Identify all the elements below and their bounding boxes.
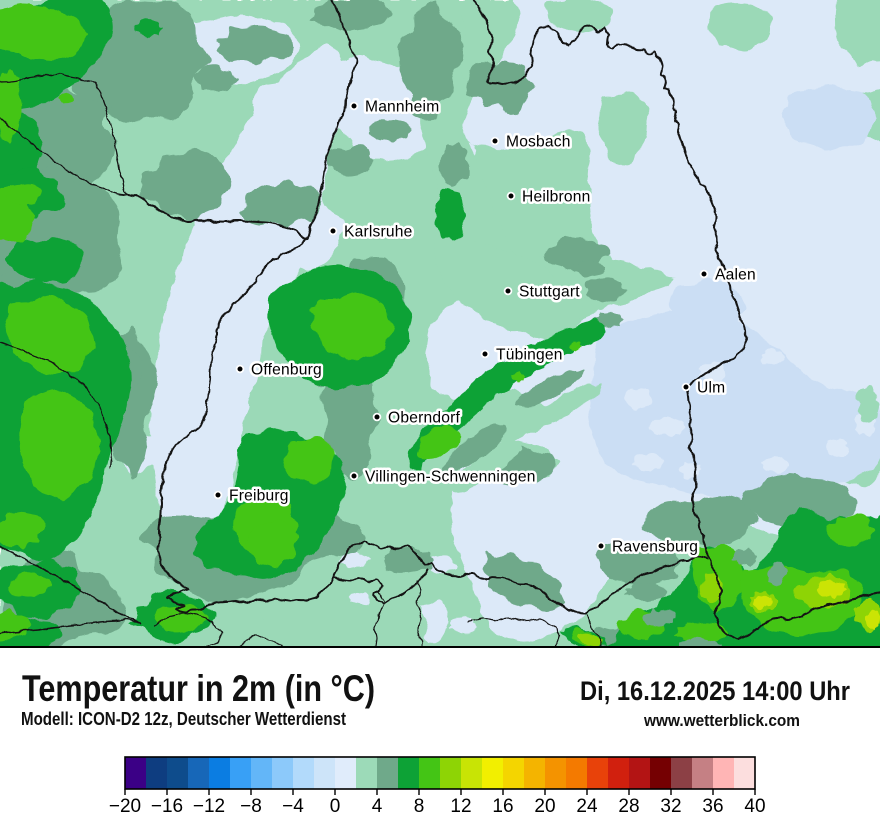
svg-text:8: 8	[414, 796, 425, 817]
svg-text:−4: −4	[282, 796, 304, 817]
svg-text:28: 28	[618, 796, 639, 817]
svg-text:Ravensburg: Ravensburg	[612, 539, 698, 556]
svg-text:Heilbronn: Heilbronn	[522, 189, 591, 206]
svg-text:Stuttgart: Stuttgart	[519, 284, 580, 301]
svg-text:Temperatur in 2m (in °C): Temperatur in 2m (in °C)	[22, 668, 375, 709]
svg-text:Aalen: Aalen	[715, 267, 756, 284]
svg-text:Freiburg: Freiburg	[229, 488, 289, 505]
svg-text:4: 4	[372, 796, 383, 817]
svg-text:−16: −16	[151, 796, 183, 817]
svg-text:Oberndorf: Oberndorf	[388, 410, 460, 427]
svg-text:32: 32	[660, 796, 681, 817]
svg-text:Ulm: Ulm	[697, 380, 725, 397]
svg-text:Karlsruhe: Karlsruhe	[344, 224, 413, 241]
svg-text:www.wetterblick.com: www.wetterblick.com	[643, 712, 800, 730]
svg-text:Mannheim: Mannheim	[365, 99, 439, 116]
svg-text:−8: −8	[240, 796, 262, 817]
svg-text:Villingen-Schwenningen: Villingen-Schwenningen	[365, 469, 536, 486]
svg-text:−20: −20	[109, 796, 141, 817]
svg-text:Modell: ICON-D2 12z, Deutscher: Modell: ICON-D2 12z, Deutscher Wetterdie…	[21, 708, 346, 729]
svg-text:0: 0	[330, 796, 341, 817]
svg-text:24: 24	[576, 796, 598, 817]
svg-text:Tübingen: Tübingen	[496, 347, 563, 364]
svg-text:20: 20	[534, 796, 555, 817]
svg-text:Mosbach: Mosbach	[506, 134, 571, 151]
svg-text:40: 40	[744, 796, 765, 817]
svg-text:Di, 16.12.2025 14:00 Uhr: Di, 16.12.2025 14:00 Uhr	[580, 676, 850, 706]
svg-text:16: 16	[492, 796, 513, 817]
svg-text:12: 12	[450, 796, 471, 817]
svg-text:36: 36	[702, 796, 723, 817]
svg-text:Offenburg: Offenburg	[251, 362, 322, 379]
svg-text:−12: −12	[193, 796, 225, 817]
